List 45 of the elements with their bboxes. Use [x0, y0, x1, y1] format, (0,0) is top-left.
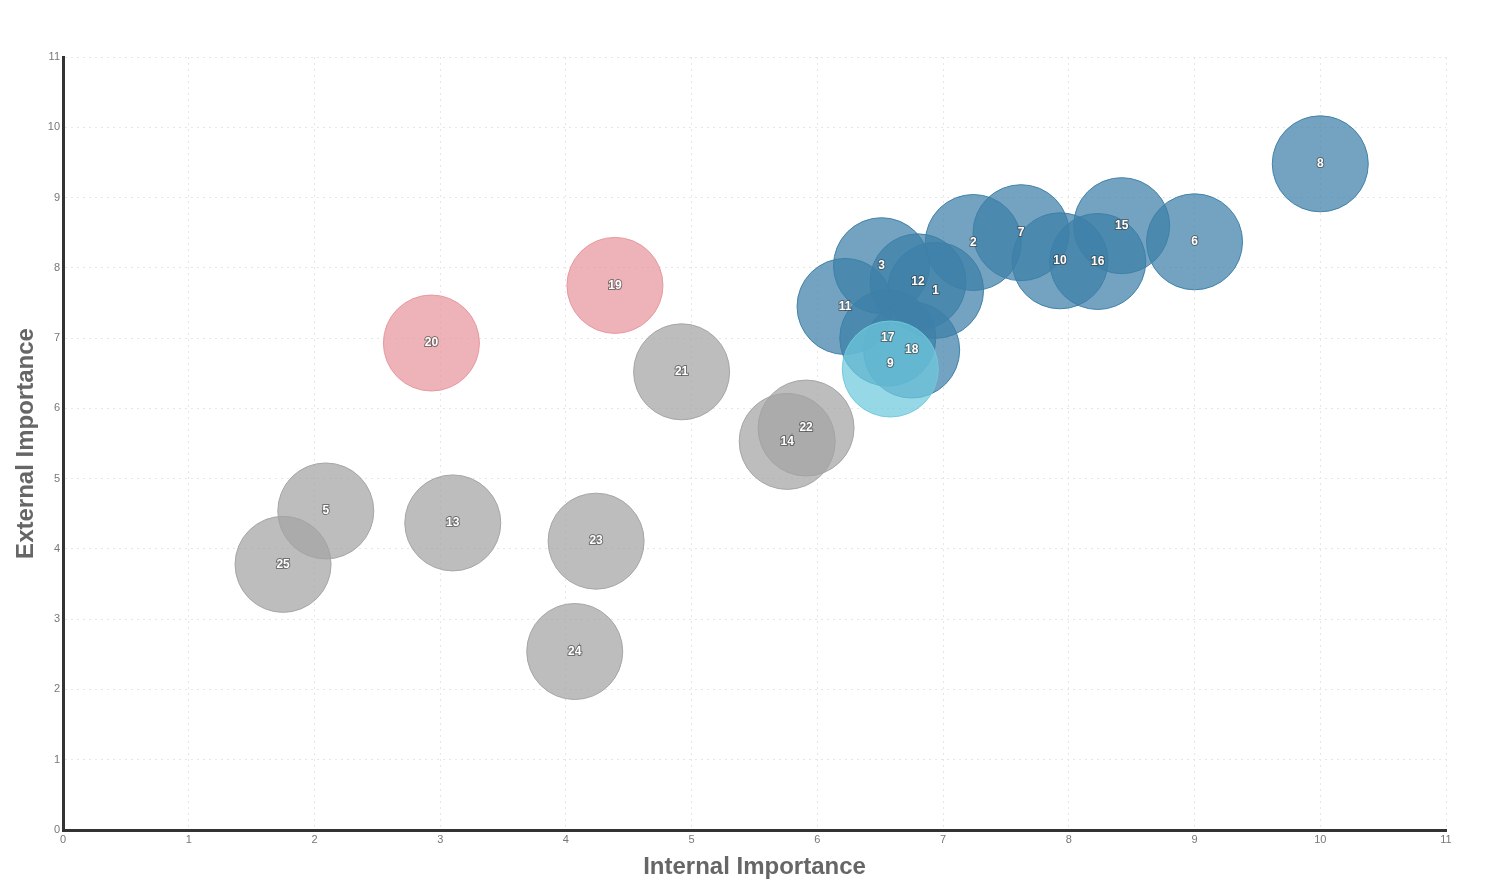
x-tick-label: 8	[1065, 832, 1072, 845]
annotation: 6	[1191, 234, 1199, 249]
annotation: 20	[424, 335, 439, 350]
annotation: 14	[780, 433, 795, 448]
annotation: 3	[878, 258, 886, 273]
annotation: 1	[932, 282, 940, 297]
annotation: 22	[799, 420, 814, 435]
x-tick-label: 5	[688, 832, 695, 845]
x-tick-label: 2	[311, 832, 318, 845]
annotation: 8	[1316, 156, 1324, 171]
annotation: 2	[969, 234, 977, 249]
x-tick-label: 9	[1191, 832, 1198, 845]
y-axis-title: External Importance	[11, 328, 39, 559]
x-tick-label: 11	[1440, 832, 1452, 845]
x-tick-label: 1	[185, 832, 192, 845]
annotation: 13	[446, 515, 460, 530]
y-tick-label: 4	[53, 541, 61, 554]
y-tick-label: 3	[53, 612, 61, 625]
annotation: 11	[838, 298, 852, 313]
annotation: 18	[904, 342, 919, 357]
y-tick-label: 2	[53, 682, 61, 695]
annotation: 7	[1017, 224, 1025, 239]
y-tick-label: 7	[53, 331, 61, 344]
y-tick-label: 5	[53, 471, 61, 484]
annotation: 10	[1053, 253, 1068, 268]
y-tick-label: 9	[53, 190, 61, 203]
annotation: 15	[1114, 217, 1129, 232]
x-tick-label: 10	[1314, 832, 1327, 845]
y-tick-label: 1	[53, 752, 61, 765]
y-tick-label: 11	[48, 50, 61, 63]
x-tick-label: 4	[562, 832, 569, 845]
annotation: 5	[322, 503, 330, 518]
annotation: 12	[911, 274, 925, 289]
y-tick-label: 0	[53, 823, 61, 836]
annotation: 16	[1091, 253, 1105, 268]
x-tick-label: 3	[437, 832, 444, 845]
annotation: 19	[608, 277, 622, 292]
annotation: 9	[886, 356, 894, 371]
annotation: 17	[881, 330, 895, 345]
x-tick-label: 6	[814, 832, 821, 845]
y-tick-label: 6	[53, 401, 61, 414]
y-tick-label: 8	[53, 260, 61, 273]
y-tick-label: 10	[47, 120, 61, 133]
x-tick-label: 7	[940, 832, 947, 845]
x-axis-title: Internal Importance	[643, 852, 866, 880]
